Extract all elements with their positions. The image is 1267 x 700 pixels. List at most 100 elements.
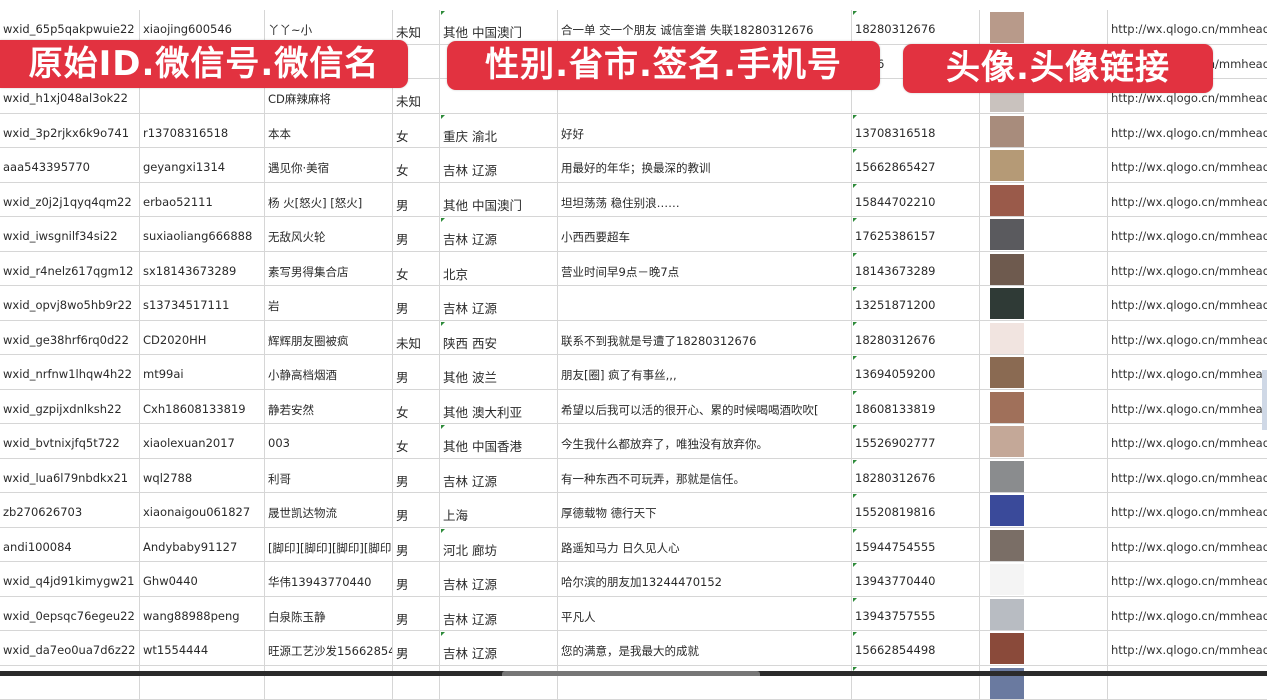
region-cell[interactable]: 河北 廊坊 [440, 528, 558, 562]
avatar-link-cell[interactable]: http://wx.qlogo.cn/mmhead [1108, 528, 1267, 562]
wechat-id-cell[interactable]: mt99ai [140, 355, 265, 389]
signature-cell[interactable]: 今生我什么都放弃了，唯独没有放弃你。 [558, 424, 852, 458]
gender-cell[interactable]: 男 [393, 597, 440, 631]
signature-cell[interactable]: 有一种东西不可玩弄，那就是信任。 [558, 459, 852, 493]
wechat-name-cell[interactable]: 旺源工艺沙发15662854 [265, 631, 393, 665]
phone-cell[interactable]: 15520819816 [852, 493, 980, 527]
region-cell[interactable]: 吉林 辽源 [440, 459, 558, 493]
gender-cell[interactable]: 男 [393, 286, 440, 320]
wechat-id-cell[interactable]: wang88988peng [140, 597, 265, 631]
avatar-link-cell[interactable]: http://wx.qlogo.cn/mmhead [1108, 10, 1267, 44]
avatar-link-cell[interactable]: http://wx.qlogo.cn/mmhead [1108, 321, 1267, 355]
wechat-name-cell[interactable]: 岩 [265, 286, 393, 320]
avatar-cell[interactable] [980, 390, 1108, 424]
avatar-image[interactable] [990, 564, 1024, 595]
avatar-link-cell[interactable]: http://wx.qlogo.cn/mmhead [1108, 562, 1267, 596]
phone-cell[interactable]: 13943770440 [852, 562, 980, 596]
avatar-cell[interactable] [980, 562, 1108, 596]
avatar-cell[interactable] [980, 631, 1108, 665]
avatar-link-cell[interactable]: http://wx.qlogo.cn/mmhead [1108, 459, 1267, 493]
gender-cell[interactable]: 男 [393, 217, 440, 251]
original-id-cell[interactable]: wxid_3p2rjkx6k9o741 [0, 114, 140, 148]
region-cell[interactable]: 吉林 辽源 [440, 217, 558, 251]
avatar-image[interactable] [990, 219, 1024, 250]
region-cell[interactable]: 吉林 辽源 [440, 562, 558, 596]
signature-cell[interactable]: 哈尔滨的朋友加13244470152 [558, 562, 852, 596]
avatar-cell[interactable] [980, 355, 1108, 389]
wechat-id-cell[interactable]: xiaonaigou061827 [140, 493, 265, 527]
avatar-cell[interactable] [980, 424, 1108, 458]
phone-cell[interactable]: 15526902777 [852, 424, 980, 458]
avatar-image[interactable] [990, 12, 1024, 43]
wechat-id-cell[interactable]: Ghw0440 [140, 562, 265, 596]
wechat-name-cell[interactable]: 静若安然 [265, 390, 393, 424]
original-id-cell[interactable]: wxid_r4nelz617qgm12 [0, 252, 140, 286]
signature-cell[interactable]: 坦坦荡荡 稳住别浪…… [558, 183, 852, 217]
avatar-cell[interactable] [980, 114, 1108, 148]
region-cell[interactable]: 其他 澳大利亚 [440, 390, 558, 424]
wechat-id-cell[interactable]: geyangxi1314 [140, 148, 265, 182]
phone-cell[interactable]: 15944754555 [852, 528, 980, 562]
wechat-name-cell[interactable]: 本本 [265, 114, 393, 148]
wechat-id-cell[interactable]: erbao52111 [140, 183, 265, 217]
avatar-link-cell[interactable]: http://wx.qlogo.cn/mmhead [1108, 355, 1267, 389]
avatar-link-cell[interactable]: http://wx.qlogo.cn/mmhead [1108, 148, 1267, 182]
avatar-image[interactable] [990, 392, 1024, 423]
gender-cell[interactable]: 女 [393, 114, 440, 148]
region-cell[interactable]: 吉林 辽源 [440, 286, 558, 320]
signature-cell[interactable]: 希望以后我可以活的很开心、累的时候喝喝酒吹吹[ [558, 390, 852, 424]
signature-cell[interactable]: 合一单 交一个朋友 诚信奎谱 失联18280312676 [558, 10, 852, 44]
avatar-image[interactable] [990, 599, 1024, 630]
original-id-cell[interactable]: wxid_da7eo0ua7d6z22 [0, 631, 140, 665]
avatar-link-cell[interactable]: http://wx.qlogo.cn/mmhead [1108, 114, 1267, 148]
gender-cell[interactable]: 未知 [393, 321, 440, 355]
avatar-link-cell[interactable]: http://wx.qlogo.cn/mmhead [1108, 493, 1267, 527]
wechat-name-cell[interactable]: 素写男得集合店 [265, 252, 393, 286]
wechat-id-cell[interactable]: xiaojing600546 [140, 10, 265, 44]
signature-cell[interactable]: 朋友[圈] 疯了有事丝,,, [558, 355, 852, 389]
phone-cell[interactable]: 18280312676 [852, 10, 980, 44]
region-cell[interactable]: 重庆 渝北 [440, 114, 558, 148]
avatar-link-cell[interactable]: http://wx.qlogo.cn/mmhead [1108, 183, 1267, 217]
signature-cell[interactable] [558, 286, 852, 320]
phone-cell[interactable]: 15844702210 [852, 183, 980, 217]
phone-cell[interactable]: 15662854498 [852, 631, 980, 665]
gender-cell[interactable]: 女 [393, 148, 440, 182]
signature-cell[interactable]: 平凡人 [558, 597, 852, 631]
signature-cell[interactable]: 您的满意，是我最大的成就 [558, 631, 852, 665]
wechat-id-cell[interactable]: CD2020HH [140, 321, 265, 355]
avatar-link-cell[interactable]: http://wx.qlogo.cn/mmhead [1108, 286, 1267, 320]
wechat-id-cell[interactable]: wql2788 [140, 459, 265, 493]
original-id-cell[interactable]: wxid_opvj8wo5hb9r22 [0, 286, 140, 320]
avatar-image[interactable] [990, 323, 1024, 354]
phone-cell[interactable]: 18280312676 [852, 321, 980, 355]
avatar-link-cell[interactable]: http://wx.qlogo.cn/mmhead [1108, 424, 1267, 458]
avatar-image[interactable] [990, 461, 1024, 492]
signature-cell[interactable]: 路遥知马力 日久见人心 [558, 528, 852, 562]
wechat-id-cell[interactable]: sx18143673289 [140, 252, 265, 286]
avatar-link-cell[interactable]: http://wx.qlogo.cn/mmhead [1108, 252, 1267, 286]
region-cell[interactable]: 上海 [440, 493, 558, 527]
wechat-name-cell[interactable]: 无敌风火轮 [265, 217, 393, 251]
wechat-id-cell[interactable]: suxiaoliang666888 [140, 217, 265, 251]
gender-cell[interactable]: 女 [393, 252, 440, 286]
phone-cell[interactable]: 13943757555 [852, 597, 980, 631]
avatar-image[interactable] [990, 254, 1024, 285]
region-cell[interactable]: 吉林 辽源 [440, 631, 558, 665]
avatar-image[interactable] [990, 633, 1024, 664]
avatar-cell[interactable] [980, 286, 1108, 320]
region-cell[interactable]: 其他 中国澳门 [440, 183, 558, 217]
avatar-cell[interactable] [980, 252, 1108, 286]
region-cell[interactable]: 吉林 辽源 [440, 148, 558, 182]
original-id-cell[interactable]: aaa543395770 [0, 148, 140, 182]
avatar-cell[interactable] [980, 217, 1108, 251]
signature-cell[interactable]: 小西西要超车 [558, 217, 852, 251]
gender-cell[interactable]: 男 [393, 459, 440, 493]
avatar-image[interactable] [990, 530, 1024, 561]
gender-cell[interactable]: 未知 [393, 10, 440, 44]
original-id-cell[interactable]: wxid_nrfnw1lhqw4h22 [0, 355, 140, 389]
phone-cell[interactable]: 17625386157 [852, 217, 980, 251]
phone-cell[interactable]: 18280312676 [852, 459, 980, 493]
avatar-image[interactable] [990, 426, 1024, 457]
region-cell[interactable]: 其他 波兰 [440, 355, 558, 389]
